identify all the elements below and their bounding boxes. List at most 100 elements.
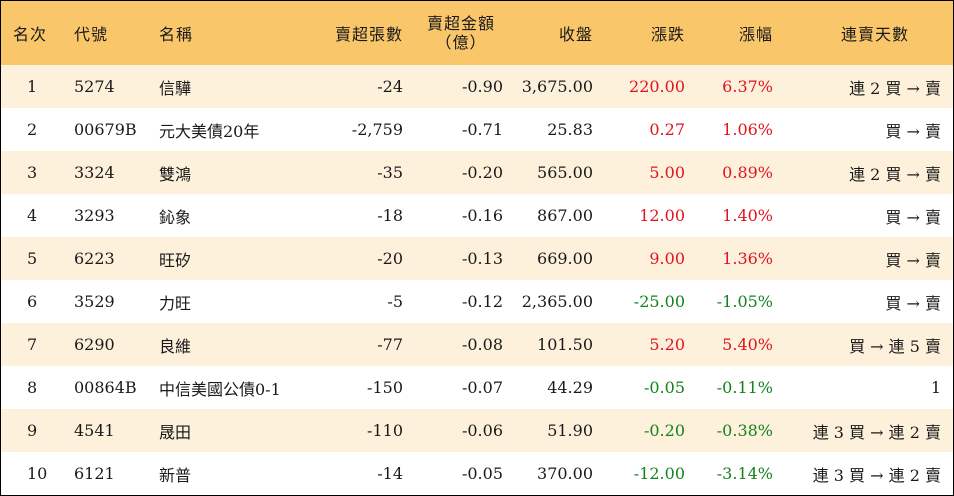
table-row: 5 6223 旺矽 -20 -0.13 669.00 9.00 1.36% 買 → 賣 [1, 237, 953, 280]
header-change: 漲跌 [650, 25, 685, 44]
cell-change-pct: -0.38% [716, 421, 773, 440]
cell-change-pct: 5.40% [722, 335, 773, 354]
cell-name: 雙鴻 [159, 164, 192, 184]
cell-code: 5274 [74, 77, 115, 96]
cell-change: -0.05 [643, 378, 685, 397]
cell-change: 0.27 [649, 120, 685, 139]
cell-rank: 2 [27, 120, 38, 139]
cell-net-sell-amount: -0.05 [461, 464, 503, 483]
cell-change-pct: 0.89% [722, 163, 773, 182]
cell-name: 信驊 [159, 78, 192, 98]
cell-rank: 10 [27, 464, 48, 483]
cell-streak: 連 3 買 → 連 2 賣 [812, 422, 941, 442]
cell-net-sell-lots: -18 [377, 206, 403, 225]
cell-rank: 1 [27, 77, 38, 96]
table-header: 名次 代號 名稱 賣超張數 賣超金額 （億） 收盤 漲跌 漲幅 連賣天數 [1, 1, 953, 65]
cell-name: 元大美債20年 [159, 121, 260, 141]
cell-net-sell-amount: -0.71 [461, 120, 503, 139]
cell-net-sell-amount: -0.06 [461, 421, 503, 440]
cell-net-sell-lots: -24 [377, 77, 403, 96]
cell-name: 晟田 [159, 422, 192, 442]
cell-close: 51.90 [547, 421, 593, 440]
cell-rank: 9 [27, 421, 38, 440]
cell-close: 3,675.00 [521, 77, 593, 96]
table-row: 9 4541 晟田 -110 -0.06 51.90 -0.20 -0.38% 連 3 買 → … [1, 409, 953, 452]
table-row: 2 00679B 元大美債20年 -2,759 -0.71 25.83 0.27 1.06% 買… [1, 108, 953, 151]
cell-close: 25.83 [547, 120, 593, 139]
cell-close: 101.50 [537, 335, 593, 354]
header-close: 收盤 [558, 25, 593, 44]
cell-rank: 7 [27, 335, 38, 354]
header-net-sell-amount-line2: （億） [435, 33, 487, 52]
cell-code: 3529 [74, 292, 115, 311]
header-net-sell-lots: 賣超張數 [334, 25, 403, 44]
cell-net-sell-amount: -0.20 [461, 163, 503, 182]
cell-change: 5.20 [649, 335, 685, 354]
cell-change-pct: -3.14% [716, 464, 773, 483]
cell-net-sell-lots: -150 [367, 378, 403, 397]
cell-name: 新普 [159, 465, 192, 485]
cell-change: 220.00 [629, 77, 685, 96]
header-net-sell-amount: 賣超金額 （億） [411, 1, 511, 65]
cell-net-sell-amount: -0.08 [461, 335, 503, 354]
cell-name: 力旺 [159, 293, 192, 313]
table-row: 10 6121 新普 -14 -0.05 370.00 -12.00 -3.14% 連 3 買 … [1, 452, 953, 495]
cell-change-pct: 1.06% [722, 120, 773, 139]
cell-net-sell-lots: -77 [377, 335, 403, 354]
cell-close: 44.29 [547, 378, 593, 397]
cell-name: 鈊象 [159, 207, 192, 227]
cell-rank: 5 [27, 249, 38, 268]
cell-net-sell-lots: -35 [377, 163, 403, 182]
cell-code: 00679B [74, 120, 137, 139]
table-row: 1 5274 信驊 -24 -0.90 3,675.00 220.00 6.37% 連 2 買 … [1, 65, 953, 108]
cell-rank: 4 [27, 206, 38, 225]
cell-code: 3324 [74, 163, 115, 182]
table-row: 4 3293 鈊象 -18 -0.16 867.00 12.00 1.40% 買 → 賣 [1, 194, 953, 237]
header-streak: 連賣天數 [840, 25, 909, 44]
cell-streak: 連 2 買 → 賣 [849, 78, 941, 98]
cell-close: 867.00 [537, 206, 593, 225]
cell-net-sell-lots: -14 [377, 464, 403, 483]
cell-code: 6290 [74, 335, 115, 354]
cell-net-sell-lots: -20 [377, 249, 403, 268]
cell-code: 6121 [74, 464, 115, 483]
cell-streak: 買 → 賣 [885, 250, 941, 270]
header-name: 名稱 [159, 25, 194, 44]
table-row: 3 3324 雙鴻 -35 -0.20 565.00 5.00 0.89% 連 2 買 → 賣 [1, 151, 953, 194]
cell-change: 5.00 [649, 163, 685, 182]
cell-streak: 連 2 買 → 賣 [849, 164, 941, 184]
cell-rank: 8 [27, 378, 38, 397]
cell-close: 2,365.00 [521, 292, 593, 311]
cell-name: 中信美國公債0-1 [159, 379, 281, 399]
cell-streak: 買 → 賣 [885, 121, 941, 141]
cell-close: 370.00 [537, 464, 593, 483]
cell-net-sell-lots: -2,759 [351, 120, 403, 139]
cell-close: 565.00 [537, 163, 593, 182]
cell-net-sell-lots: -110 [367, 421, 403, 440]
table-row: 7 6290 良維 -77 -0.08 101.50 5.20 5.40% 買 → 連 5 賣 [1, 323, 953, 366]
header-change-pct: 漲幅 [738, 25, 773, 44]
header-net-sell-amount-line1: 賣超金額 [426, 14, 495, 33]
cell-change: 9.00 [649, 249, 685, 268]
cell-rank: 3 [27, 163, 38, 182]
cell-net-sell-amount: -0.16 [461, 206, 503, 225]
cell-code: 4541 [74, 421, 115, 440]
cell-change: 12.00 [639, 206, 685, 225]
table-row: 6 3529 力旺 -5 -0.12 2,365.00 -25.00 -1.05% 買 → 賣 [1, 280, 953, 323]
cell-net-sell-amount: -0.07 [461, 378, 503, 397]
cell-change: -0.20 [643, 421, 685, 440]
cell-change-pct: 6.37% [722, 77, 773, 96]
cell-streak: 買 → 賣 [885, 293, 941, 313]
cell-code: 3293 [74, 206, 115, 225]
cell-change: -12.00 [633, 464, 685, 483]
header-code: 代號 [74, 25, 109, 44]
cell-name: 良維 [159, 336, 192, 356]
header-rank: 名次 [13, 25, 48, 44]
cell-code: 00864B [74, 378, 137, 397]
cell-rank: 6 [27, 292, 38, 311]
cell-change-pct: -1.05% [716, 292, 773, 311]
cell-change-pct: 1.36% [722, 249, 773, 268]
cell-change-pct: 1.40% [722, 206, 773, 225]
table-row: 8 00864B 中信美國公債0-1 -150 -0.07 44.29 -0.05 -0.11… [1, 366, 953, 409]
